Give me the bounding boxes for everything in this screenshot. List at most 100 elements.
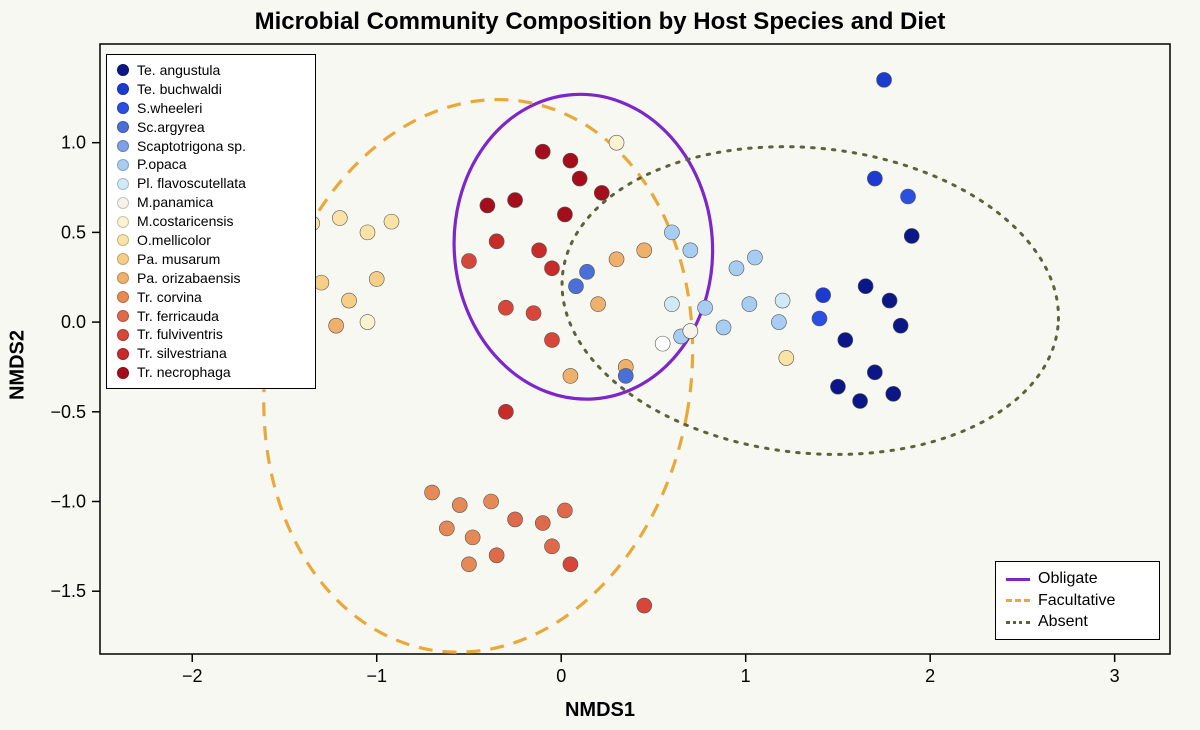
data-point: [461, 254, 476, 269]
data-point: [812, 311, 827, 326]
data-point: [882, 293, 897, 308]
data-point: [532, 243, 547, 258]
data-point: [591, 297, 606, 312]
data-point: [655, 336, 670, 351]
legend-swatch: [117, 216, 129, 228]
data-point: [557, 207, 572, 222]
data-point: [637, 598, 652, 613]
data-point: [893, 318, 908, 333]
y-tick-label: −0.5: [50, 402, 86, 422]
data-point: [535, 144, 550, 159]
legend-label: Facultative: [1038, 590, 1115, 612]
data-point: [508, 512, 523, 527]
data-point: [360, 315, 375, 330]
species-legend-item: O.mellicolor: [117, 231, 305, 250]
legend-label: Te. angustula: [137, 61, 220, 80]
species-legend-item: Te. buchwaldi: [117, 80, 305, 99]
diet-legend: ObligateFacultativeAbsent: [995, 561, 1160, 640]
legend-line-swatch: [1006, 578, 1030, 581]
x-tick-label: 3: [1110, 666, 1120, 686]
data-point: [901, 189, 916, 204]
data-point: [594, 185, 609, 200]
data-point: [461, 557, 476, 572]
legend-label: Tr. fulviventris: [137, 325, 223, 344]
x-tick-label: 2: [925, 666, 935, 686]
data-point: [775, 293, 790, 308]
data-point: [544, 261, 559, 276]
legend-swatch: [117, 140, 129, 152]
legend-swatch: [117, 310, 129, 322]
species-legend-item: M.costaricensis: [117, 212, 305, 231]
legend-label: Tr. corvina: [137, 288, 202, 307]
data-point: [609, 252, 624, 267]
x-tick-label: −1: [366, 666, 387, 686]
data-point: [439, 521, 454, 536]
legend-label: S.wheeleri: [137, 99, 202, 118]
y-tick-label: 0.5: [61, 222, 86, 242]
data-point: [498, 404, 513, 419]
species-legend-item: Tr. silvestriana: [117, 344, 305, 363]
data-point: [332, 211, 347, 226]
legend-label: Pa. orizabaensis: [137, 269, 241, 288]
legend-label: Absent: [1038, 611, 1088, 633]
y-tick-label: −1.5: [50, 581, 86, 601]
data-point: [329, 318, 344, 333]
legend-line-swatch: [1006, 599, 1030, 602]
data-point: [465, 530, 480, 545]
data-point: [867, 365, 882, 380]
legend-swatch: [117, 329, 129, 341]
data-point: [489, 548, 504, 563]
data-point: [526, 306, 541, 321]
data-point: [838, 333, 853, 348]
data-point: [489, 234, 504, 249]
data-point: [425, 485, 440, 500]
species-legend-item: Pa. musarum: [117, 250, 305, 269]
data-point: [771, 315, 786, 330]
data-point: [858, 279, 873, 294]
legend-swatch: [117, 291, 129, 303]
x-tick-label: −2: [182, 666, 203, 686]
legend-label: Pa. musarum: [137, 250, 220, 269]
legend-swatch: [117, 197, 129, 209]
data-point: [544, 333, 559, 348]
data-point: [904, 228, 919, 243]
ellipse-absent: [547, 123, 1074, 478]
data-point: [563, 557, 578, 572]
data-point: [384, 214, 399, 229]
legend-line-swatch: [1006, 621, 1030, 624]
species-legend-item: S.wheeleri: [117, 99, 305, 118]
data-point: [683, 243, 698, 258]
species-legend-item: P.opaca: [117, 155, 305, 174]
data-point: [480, 198, 495, 213]
species-legend-item: Sc.argyrea: [117, 118, 305, 137]
diet-legend-item: Absent: [1006, 611, 1149, 633]
legend-label: Pl. flavoscutellata: [137, 174, 246, 193]
data-point: [360, 225, 375, 240]
data-point: [572, 171, 587, 186]
legend-label: M.panamica: [137, 193, 213, 212]
data-point: [853, 394, 868, 409]
legend-swatch: [117, 234, 129, 246]
data-point: [698, 300, 713, 315]
data-point: [779, 350, 794, 365]
species-legend-item: M.panamica: [117, 193, 305, 212]
data-point: [563, 368, 578, 383]
species-legend-item: Tr. fulviventris: [117, 325, 305, 344]
diet-legend-item: Facultative: [1006, 590, 1149, 612]
x-tick-label: 0: [556, 666, 566, 686]
legend-swatch: [117, 83, 129, 95]
data-point: [742, 297, 757, 312]
legend-label: Scaptotrigona sp.: [137, 137, 246, 156]
legend-swatch: [117, 159, 129, 171]
data-point: [508, 193, 523, 208]
data-point: [637, 243, 652, 258]
data-point: [484, 494, 499, 509]
data-point: [683, 324, 698, 339]
legend-swatch: [117, 348, 129, 360]
data-point: [716, 320, 731, 335]
legend-label: Tr. silvestriana: [137, 344, 227, 363]
species-legend: Te. angustulaTe. buchwaldiS.wheeleriSc.a…: [106, 54, 316, 389]
data-point: [557, 503, 572, 518]
data-point: [452, 498, 467, 513]
legend-swatch: [117, 64, 129, 76]
